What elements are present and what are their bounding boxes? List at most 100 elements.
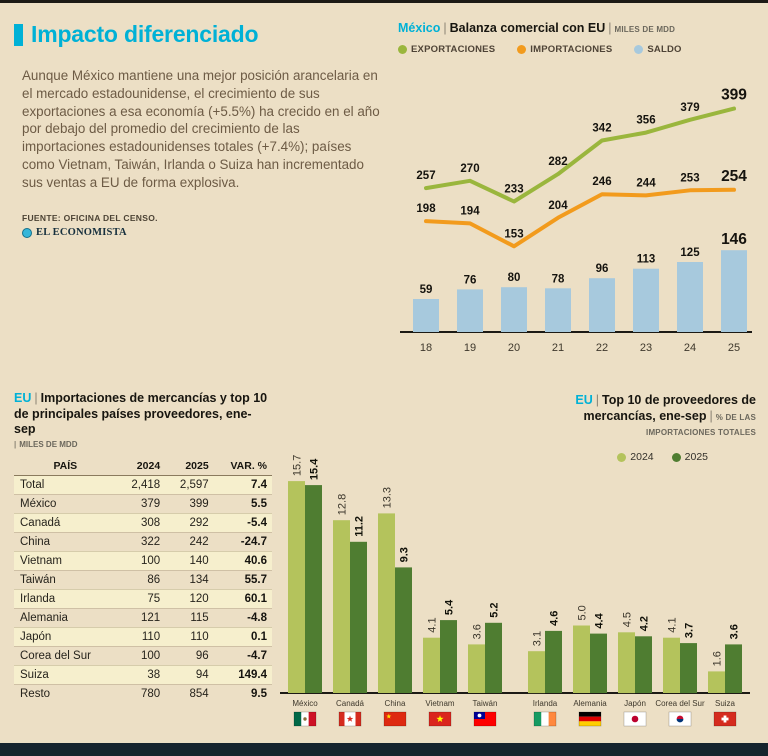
separator: | — [34, 391, 38, 405]
source-text: FUENTE: OFICINA DEL CENSO. — [22, 213, 158, 223]
value-label: 270 — [460, 162, 479, 174]
title-bullet — [14, 23, 23, 46]
legend-label: 2024 — [630, 451, 654, 463]
country-cell: Vietnam — [14, 550, 117, 571]
value-cell: 242 — [165, 531, 214, 552]
chart-title-text: Balanza comercial con EU — [449, 21, 606, 35]
bar-2025 — [545, 630, 562, 693]
importaciones-dot-icon — [517, 44, 527, 54]
table-row: México 379 399 5.5 — [14, 493, 272, 514]
saldo-value-label: 146 — [721, 231, 747, 248]
value-cell: 100 — [116, 645, 166, 666]
saldo-bar — [589, 277, 615, 332]
value-label: 342 — [592, 122, 611, 134]
page-title: Impacto diferenciado — [31, 21, 259, 47]
imports-table-title: EU | Importaciones de mercancías y top 10 … — [14, 391, 272, 438]
intro-text: Aunque México mantiene una mejor posició… — [22, 68, 380, 190]
value-label: 253 — [680, 172, 699, 184]
value-cell: 322 — [116, 531, 166, 552]
value-label: 282 — [548, 156, 567, 168]
value-cell: 2,418 — [116, 474, 166, 495]
value-label-2025: 3.6 — [729, 624, 741, 639]
x-tick-label: 21 — [552, 342, 564, 354]
bar-2025 — [485, 622, 502, 693]
country-label: Irlanda — [533, 699, 558, 708]
table-row: Taiwán 86 134 55.7 — [14, 569, 272, 590]
value-label: 379 — [680, 101, 699, 113]
value-cell: 40.6 — [213, 550, 272, 571]
country-label: Suiza — [715, 699, 736, 708]
value-cell: 75 — [116, 588, 166, 609]
proveedores-chart-title: EU | Top 10 de proveedores de mercancías, … — [536, 393, 756, 440]
value-label-2025: 5.4 — [444, 599, 456, 615]
country-cell: Taiwán — [14, 569, 117, 590]
table-row: Total 2,418 2,597 7.4 — [14, 474, 272, 495]
bar-2025 — [395, 567, 412, 693]
country-cell: Japón — [14, 626, 117, 647]
saldo-bar — [721, 249, 747, 332]
saldo-value-label: 125 — [680, 247, 700, 259]
chart-units-label: % DE LAS IMPORTACIONES TOTALES — [646, 412, 756, 438]
value-cell: 2,597 — [165, 474, 214, 495]
value-label-2024: 3.6 — [472, 624, 484, 639]
bar-2024 — [378, 513, 395, 693]
balanza-chart: 59 76 80 78 96 113 125 146 257 270 233 282 342 356 379… — [400, 86, 752, 354]
country-label: Vietnam — [425, 699, 455, 708]
bar-2024 — [288, 481, 305, 693]
column-header: 2025 — [165, 456, 214, 476]
flag-mexico-icon — [293, 711, 317, 727]
brand-logo-icon — [22, 227, 32, 238]
x-tick-label: 23 — [640, 342, 652, 354]
table-row: Corea del Sur 100 96 -4.7 — [14, 645, 272, 666]
value-label-2025: 9.3 — [399, 547, 411, 562]
bar-2024 — [663, 637, 680, 693]
flag-vietnam-icon — [428, 711, 452, 727]
legend-item-saldo: SALDO — [634, 44, 681, 55]
saldo-value-label: 96 — [596, 263, 609, 275]
year-2025-dot-icon — [671, 452, 681, 462]
legend-item-exportaciones: EXPORTACIONES — [398, 44, 495, 55]
value-cell: 94 — [165, 664, 214, 685]
value-label: 399 — [721, 86, 747, 103]
table-units-label: MILES DE MDD — [19, 439, 78, 449]
value-cell: 292 — [165, 512, 214, 533]
value-label-2024: 4.1 — [667, 617, 679, 632]
saldo-bar — [501, 286, 527, 332]
value-label: 198 — [416, 203, 436, 215]
value-cell: 854 — [165, 683, 214, 703]
saldo-bar — [413, 298, 439, 332]
bar-2024 — [528, 651, 545, 694]
x-tick-label: 22 — [596, 342, 608, 354]
x-tick-label: 20 — [508, 342, 520, 354]
flag-japan-icon — [623, 711, 647, 727]
country-label: Taiwán — [473, 699, 498, 708]
table-header-row: PAÍS 2024 2025 VAR. % — [14, 456, 272, 476]
table-row: Irlanda 75 120 60.1 — [14, 588, 272, 609]
country-label: Alemania — [573, 699, 607, 708]
table-title-text: Importaciones de mercancías y top 10 de … — [14, 391, 268, 437]
value-label-2024: 3.1 — [532, 631, 544, 646]
separator: | — [608, 21, 612, 35]
value-label-2024: 5.0 — [577, 605, 589, 620]
value-cell: 96 — [165, 645, 214, 666]
value-cell: 379 — [116, 493, 166, 514]
saldo-value-label: 59 — [420, 284, 433, 296]
legend-label: SALDO — [647, 43, 682, 55]
flag-south-korea-icon — [668, 711, 692, 727]
value-label: 194 — [460, 205, 480, 217]
value-cell: 7.4 — [213, 474, 272, 495]
value-cell: -4.7 — [213, 645, 272, 666]
country-cell: Canadá — [14, 512, 117, 533]
importaciones-line — [424, 187, 736, 248]
chart-units-label: MILES DE MDD — [614, 25, 676, 34]
saldo-bar — [457, 289, 483, 332]
value-cell: 110 — [116, 626, 166, 647]
value-label-2024: 1.6 — [712, 651, 724, 666]
value-cell: -24.7 — [213, 531, 272, 552]
value-label-2025: 11.2 — [354, 516, 366, 537]
value-label: 254 — [721, 167, 747, 184]
proveedores-legend: 2024 2025 — [617, 451, 708, 463]
table-row: China 322 242 -24.7 — [14, 531, 272, 552]
flag-china-icon — [383, 711, 407, 727]
value-cell: 38 — [116, 664, 166, 685]
